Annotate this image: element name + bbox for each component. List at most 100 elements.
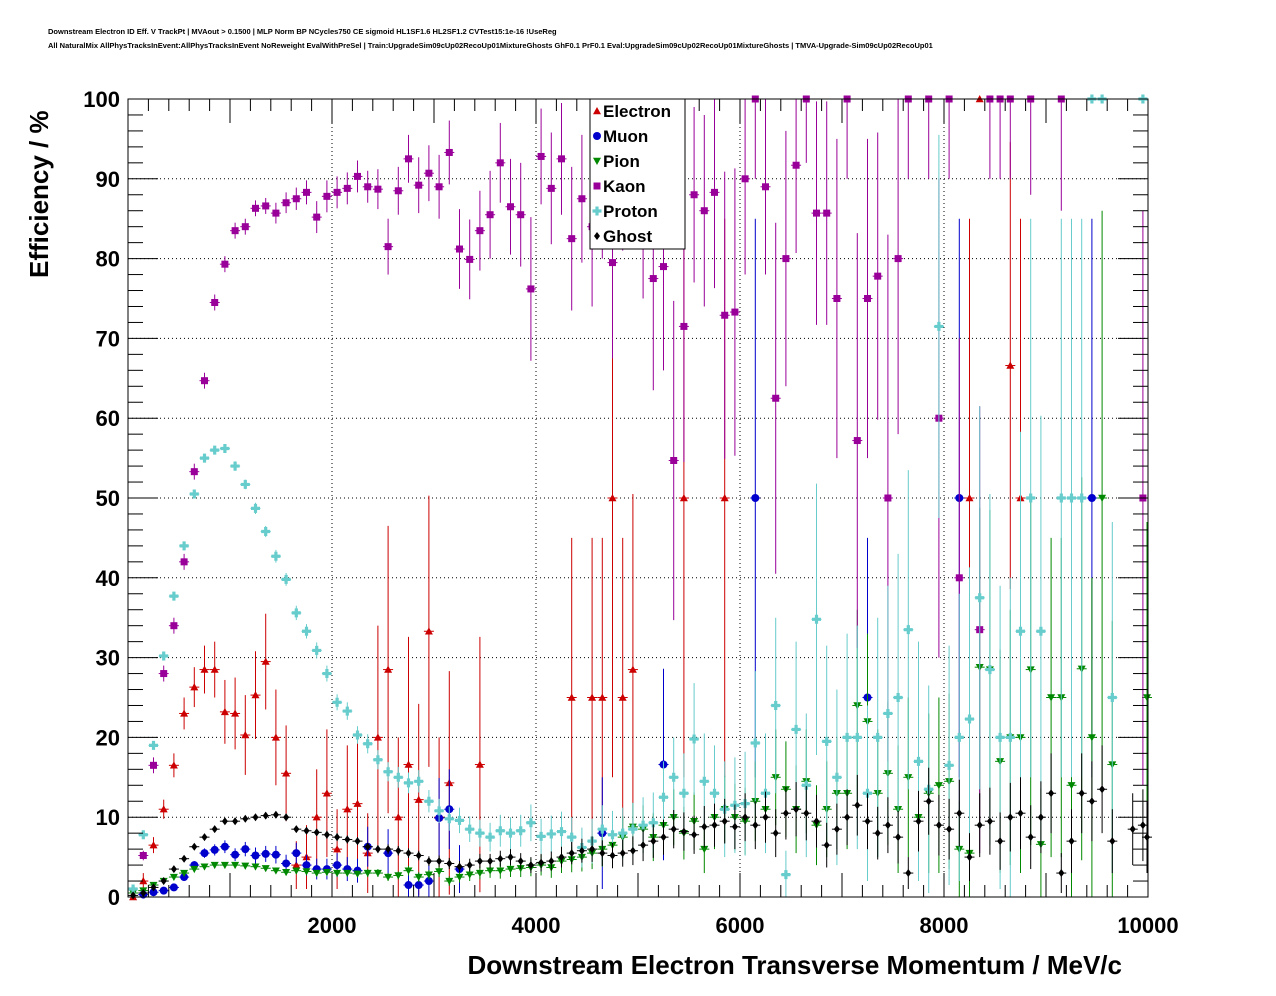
data-point bbox=[303, 188, 310, 196]
legend-marker-proton bbox=[592, 206, 602, 216]
legend-label-muon: Muon bbox=[603, 127, 648, 146]
data-point bbox=[138, 830, 148, 840]
data-point bbox=[487, 857, 494, 866]
data-point bbox=[291, 608, 301, 618]
data-point bbox=[628, 824, 638, 834]
data-point bbox=[731, 308, 739, 316]
data-point bbox=[384, 665, 393, 673]
data-point bbox=[597, 824, 607, 834]
data-point bbox=[833, 295, 841, 302]
data-point bbox=[190, 683, 199, 691]
data-point bbox=[527, 861, 534, 870]
data-point bbox=[771, 700, 781, 710]
data-point bbox=[465, 824, 475, 834]
data-point bbox=[965, 714, 975, 724]
data-point bbox=[558, 155, 565, 163]
data-point bbox=[394, 187, 402, 195]
legend-marker-ghost bbox=[594, 232, 600, 240]
data-point bbox=[200, 863, 209, 871]
data-point bbox=[640, 841, 647, 850]
data-point bbox=[374, 185, 382, 193]
data-point bbox=[895, 833, 902, 842]
data-point bbox=[710, 788, 720, 798]
data-point bbox=[343, 869, 352, 878]
data-point bbox=[374, 845, 381, 854]
data-point bbox=[864, 295, 871, 302]
data-point bbox=[414, 795, 423, 803]
data-point bbox=[293, 825, 300, 834]
data-point bbox=[711, 188, 718, 196]
data-point bbox=[486, 867, 495, 875]
data-point bbox=[424, 796, 434, 806]
data-point bbox=[700, 845, 709, 854]
data-point bbox=[649, 275, 657, 283]
data-point bbox=[934, 321, 944, 331]
data-point bbox=[190, 865, 199, 874]
data-point bbox=[261, 849, 270, 858]
axis-ticks: 0 10 20 30 40 50 60 70 80 90 100 2000 4000 6000 8000 10… bbox=[83, 87, 1178, 938]
data-point bbox=[211, 825, 218, 834]
data-point bbox=[711, 821, 718, 830]
data-point bbox=[210, 445, 220, 455]
data-point bbox=[436, 857, 443, 866]
data-point bbox=[313, 828, 320, 837]
data-point bbox=[609, 259, 616, 267]
data-point bbox=[353, 799, 362, 807]
data-point bbox=[424, 627, 433, 635]
data-point bbox=[169, 873, 178, 882]
data-point bbox=[220, 842, 229, 851]
data-point bbox=[169, 883, 178, 892]
data-point bbox=[312, 869, 321, 878]
data-point bbox=[537, 152, 545, 160]
data-point bbox=[333, 188, 341, 196]
y-tick-label: 60 bbox=[96, 406, 120, 431]
series-ghost bbox=[128, 745, 1152, 900]
data-point bbox=[303, 826, 310, 835]
data-point bbox=[914, 756, 924, 766]
chart-title-line-1: Downstream Electron ID Eff. V TrackPt | … bbox=[48, 27, 557, 36]
data-point bbox=[975, 593, 985, 603]
data-point bbox=[1006, 361, 1015, 369]
data-point bbox=[893, 693, 903, 703]
data-point bbox=[252, 204, 259, 212]
data-point bbox=[343, 805, 352, 813]
data-point bbox=[435, 868, 444, 876]
data-point bbox=[191, 842, 198, 851]
data-point bbox=[465, 871, 474, 879]
x-tick-label: 8000 bbox=[920, 913, 969, 938]
data-point bbox=[425, 857, 432, 866]
data-point bbox=[505, 828, 515, 838]
data-point bbox=[251, 503, 260, 513]
data-point bbox=[434, 806, 444, 816]
data-point bbox=[179, 541, 189, 551]
data-point bbox=[842, 732, 852, 742]
y-tick-label: 0 bbox=[108, 885, 120, 910]
data-point bbox=[159, 651, 169, 661]
data-point bbox=[424, 871, 433, 879]
data-point bbox=[650, 837, 657, 846]
data-point bbox=[364, 842, 371, 851]
x-tick-label: 4000 bbox=[512, 913, 561, 938]
data-point bbox=[455, 873, 464, 882]
data-point bbox=[1047, 694, 1056, 702]
data-point bbox=[231, 850, 240, 859]
data-point bbox=[803, 809, 810, 818]
data-point bbox=[496, 867, 505, 875]
data-point bbox=[679, 494, 688, 502]
data-point bbox=[691, 830, 698, 839]
data-point bbox=[599, 849, 606, 858]
data-point bbox=[619, 849, 626, 858]
y-tick-label: 90 bbox=[96, 167, 120, 192]
data-point bbox=[1056, 493, 1066, 503]
y-axis-title: Efficiency / % bbox=[24, 110, 54, 278]
data-point bbox=[446, 859, 453, 868]
data-point bbox=[394, 872, 403, 880]
data-point bbox=[538, 858, 545, 867]
data-point bbox=[609, 851, 616, 860]
data-point bbox=[660, 833, 667, 842]
data-point bbox=[221, 817, 228, 826]
data-point bbox=[854, 801, 861, 810]
data-points bbox=[128, 94, 1152, 901]
data-point bbox=[701, 822, 708, 831]
data-point bbox=[343, 184, 351, 192]
